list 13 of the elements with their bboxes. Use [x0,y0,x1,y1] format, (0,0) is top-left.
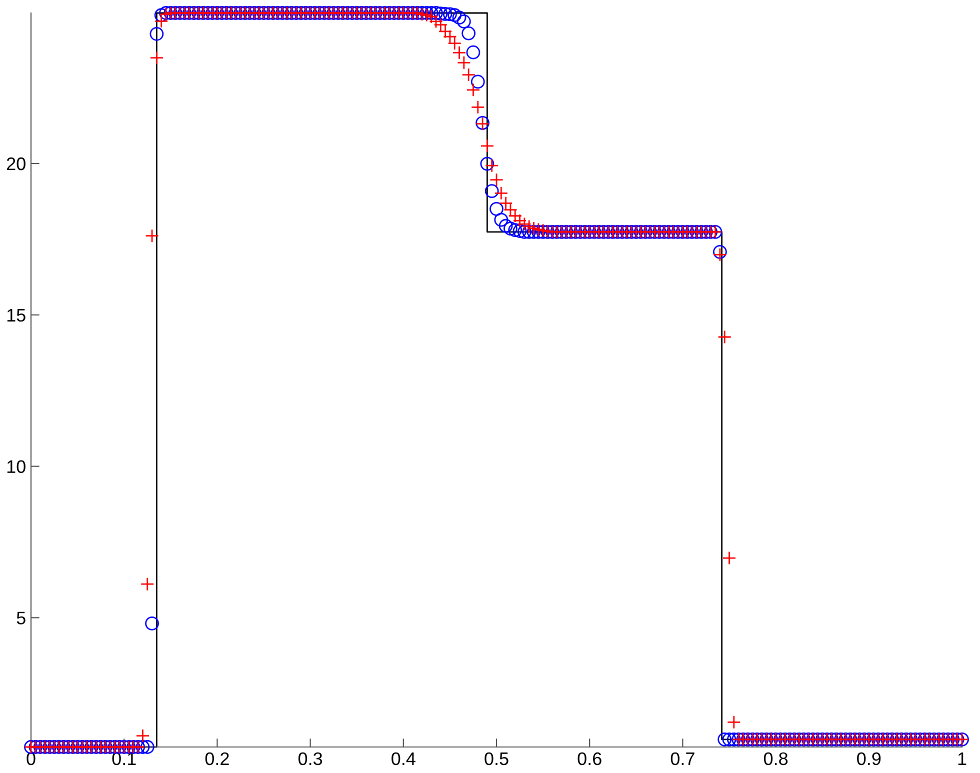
y-tick-label: 10 [7,460,26,474]
x-tick-label: 0.9 [857,752,881,766]
x-tick-label: 0.4 [392,752,416,766]
y-tick-label: 5 [16,612,26,624]
y-tick-label: 20 [6,157,26,170]
x-tick-label: 0.3 [298,752,322,766]
x-tick-label: 0.8 [764,752,788,766]
x-tick-label: 1 [958,752,966,765]
x-tick-label: 0.5 [484,752,508,766]
x-tick-label: 0.2 [205,752,229,766]
y-tick-label: 15 [7,309,26,322]
x-tick-label: 0.6 [578,752,602,766]
x-tick-label: 0.7 [670,752,694,766]
